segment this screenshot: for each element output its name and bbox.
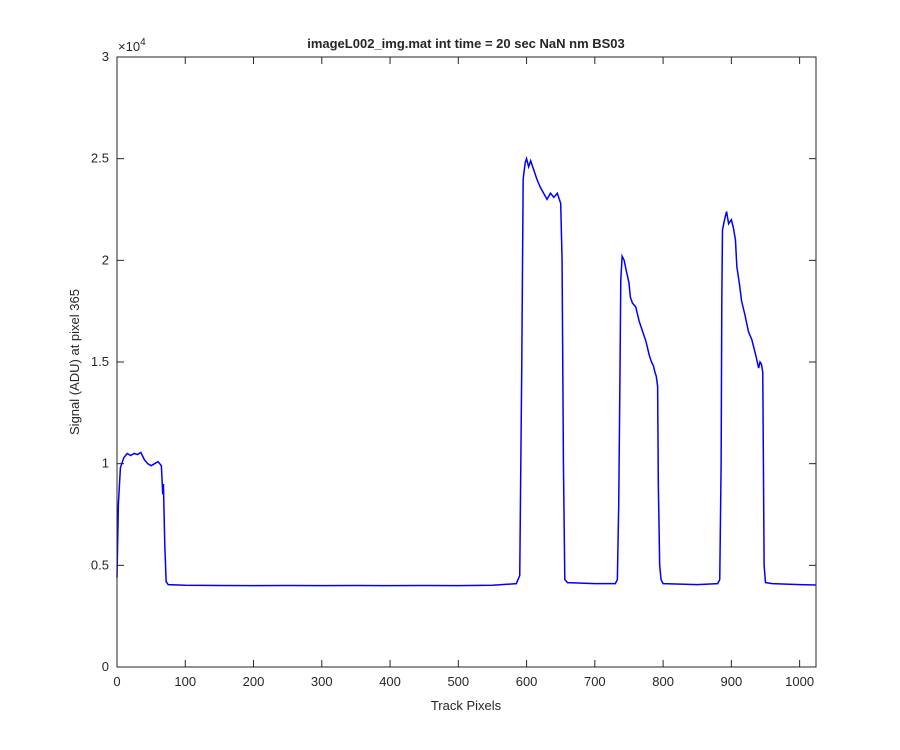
x-tick-label: 400 (379, 674, 401, 689)
x-tick-label: 800 (652, 674, 674, 689)
y-tick-label: 2 (102, 252, 109, 267)
y-exponent-power: 4 (140, 37, 146, 48)
y-exponent: ×104 (118, 37, 146, 54)
y-axis-label: Signal (ADU) at pixel 365 (67, 289, 82, 435)
x-tick-label: 300 (311, 674, 333, 689)
x-tick-label: 200 (243, 674, 265, 689)
y-tick-label: 1.5 (91, 354, 109, 369)
x-tick-label: 900 (721, 674, 743, 689)
y-tick-label: 0.5 (91, 557, 109, 572)
data-line (116, 156, 817, 587)
y-tick-label: 0 (102, 659, 109, 674)
x-tick-label: 0 (113, 674, 120, 689)
x-tick-label: 500 (447, 674, 469, 689)
y-tick-label: 3 (102, 49, 109, 64)
x-axis-label: Track Pixels (431, 698, 502, 713)
y-tick-label: 2.5 (91, 151, 109, 166)
x-tick-label: 600 (516, 674, 538, 689)
y-exponent-base: ×10 (118, 39, 140, 54)
chart-title: imageL002_img.mat int time = 20 sec NaN … (307, 36, 625, 51)
x-tick-label: 1000 (785, 674, 814, 689)
x-tick-label: 100 (174, 674, 196, 689)
y-tick-label: 1 (102, 456, 109, 471)
x-tick-label: 700 (584, 674, 606, 689)
axes-box (116, 56, 817, 668)
